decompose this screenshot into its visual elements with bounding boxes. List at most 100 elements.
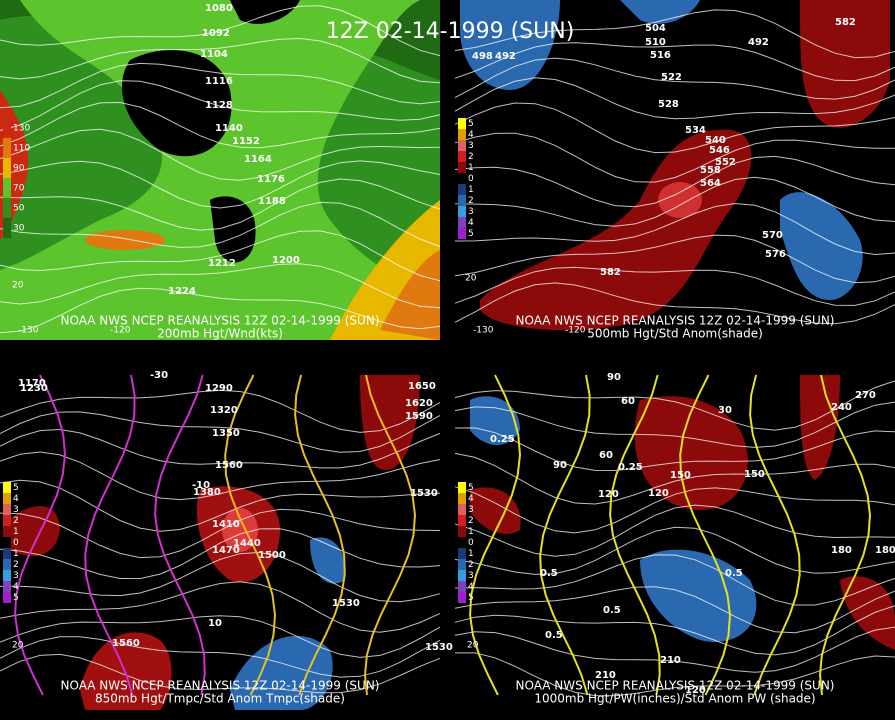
legend-swatch: [458, 504, 466, 515]
contour-line: [0, 5, 441, 57]
contour-label: 0.25: [490, 434, 515, 445]
contour-line: [454, 57, 895, 100]
legend-label: 1: [468, 527, 474, 537]
contour-label: 516: [650, 50, 671, 61]
contour-label: 1230: [20, 383, 48, 394]
shade: [658, 182, 702, 218]
legend-swatch: [458, 162, 466, 173]
contour-label: 492: [748, 37, 769, 48]
legend-label: 4: [468, 582, 474, 592]
legend-label: 50: [13, 204, 25, 214]
legend-label: 1: [468, 549, 474, 559]
shade: [640, 549, 757, 642]
caption: 200mb Hgt/Wnd(kts): [157, 327, 283, 341]
legend-label: 3: [13, 571, 19, 581]
contour-line: [454, 452, 895, 505]
contour-line: [0, 528, 441, 580]
contour-line: [454, 427, 895, 472]
contour-label: 120: [598, 489, 619, 500]
axis-label: -130: [473, 326, 494, 336]
legend-swatch: [3, 537, 11, 548]
legend-swatch: [3, 218, 11, 238]
legend-label: 110: [13, 144, 30, 154]
legend-swatch: [458, 515, 466, 526]
contour-line: [0, 479, 441, 532]
legend-swatch: [458, 548, 466, 559]
contour-line: [454, 42, 895, 82]
contour-label: 1224: [168, 286, 196, 297]
legend-swatch: [458, 537, 466, 548]
contour-line: [0, 581, 441, 633]
legend-label: 3: [468, 207, 474, 217]
shade: [840, 576, 895, 650]
legend-swatch: [3, 118, 11, 138]
legend-label: 2: [468, 560, 474, 570]
axis-label: 20: [12, 281, 24, 291]
legend-swatch: [3, 515, 11, 526]
legend-swatch: [3, 526, 11, 537]
contour-label: 1530: [425, 642, 453, 653]
shade: [800, 375, 840, 480]
legend-label: 3: [13, 505, 19, 515]
contour-line: [0, 551, 441, 603]
shade: [380, 250, 440, 340]
panel-3-shading: [0, 375, 440, 710]
isotherm-line: [679, 374, 732, 696]
legend-label: 1: [13, 549, 19, 559]
legend-swatch: [3, 493, 11, 504]
contour-label: 150: [744, 469, 765, 480]
legend-swatch: [458, 195, 466, 206]
contour-label: 0.5: [603, 605, 621, 616]
contour-label: 1164: [244, 154, 272, 165]
contour-label: 1440: [233, 538, 261, 549]
contour-line: [454, 9, 895, 59]
contour-label: 1650: [408, 381, 436, 392]
contour-line: [454, 554, 895, 606]
legend-label: 5: [468, 119, 474, 129]
contour-line: [454, 605, 895, 656]
isotherm-line: [224, 374, 277, 696]
legend-swatch: [3, 548, 11, 559]
legend-label: 1: [468, 185, 474, 195]
legend-swatch: [3, 504, 11, 515]
legend-label: 2: [13, 516, 19, 526]
contour-line: [0, 451, 441, 501]
legend-swatch: [458, 228, 466, 239]
legend-label: 90: [13, 164, 25, 174]
legend-swatch: [458, 184, 466, 195]
contour-label: 0.25: [618, 462, 643, 473]
contour-line: [0, 101, 441, 149]
contour-label: 1080: [205, 3, 233, 14]
contour-label: 30: [718, 405, 732, 416]
caption: 1000mb Hgt/PW(inches)/Std Anom PW (shade…: [534, 692, 815, 706]
contour-label: 1560: [215, 460, 243, 471]
legend-label: 4: [468, 494, 474, 504]
contour-label: 10: [208, 618, 222, 629]
contour-label: 570: [762, 230, 783, 241]
legend-label: 5: [468, 593, 474, 603]
isotherm-line: [14, 374, 67, 696]
axis-label: -120: [110, 326, 131, 336]
legend-swatch: [458, 206, 466, 217]
contour-label: 1212: [208, 258, 236, 269]
shade: [780, 192, 863, 300]
contour-label: 576: [765, 249, 786, 260]
contour-label: 0.5: [545, 630, 563, 641]
contour-label: 1500: [258, 550, 286, 561]
contour-line: [0, 428, 441, 469]
shade: [460, 0, 560, 90]
contour-label: 510: [645, 37, 666, 48]
legend-swatch: [458, 482, 466, 493]
legend-swatch: [3, 482, 11, 493]
axis-label: -130: [18, 326, 39, 336]
legend-swatch: [3, 581, 11, 592]
isotherm-line: [609, 374, 661, 696]
legend-swatch: [458, 559, 466, 570]
shade: [121, 50, 232, 157]
contour-line: [454, 266, 895, 306]
contour-line: [454, 380, 895, 431]
contour-label: 1140: [215, 123, 243, 134]
contour-label: 582: [835, 17, 856, 28]
